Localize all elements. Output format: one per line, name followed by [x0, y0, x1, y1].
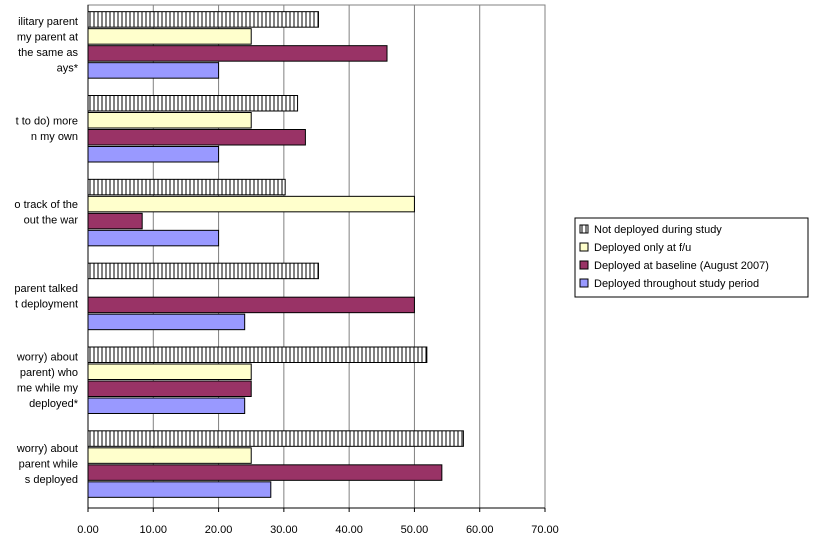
- legend-swatch: [579, 242, 589, 252]
- bar: [87, 195, 415, 213]
- category-label: me while my: [17, 382, 79, 394]
- legend-swatch: [579, 224, 589, 234]
- x-tick-labels: 0.00 10.00 20.00 30.00 40.00 50.00 60.00 70.00: [77, 524, 558, 536]
- bar: [87, 212, 143, 230]
- axes: [87, 4, 546, 512]
- category-label: worry) about: [16, 443, 78, 455]
- bar: [87, 481, 272, 498]
- gridlines: [152, 5, 481, 508]
- bar: [87, 178, 286, 196]
- x-tick-label: 30.00: [270, 524, 298, 536]
- bar: [87, 129, 306, 146]
- bar: [87, 28, 252, 45]
- category-label: worry) about: [16, 351, 78, 363]
- x-tick-label: 50.00: [401, 524, 429, 536]
- category-label: out the war: [24, 215, 79, 227]
- category-label: deployed*: [29, 398, 79, 410]
- bar: [87, 363, 252, 380]
- legend-label: Deployed throughout study period: [594, 278, 759, 290]
- category-label: ilitary parent: [18, 16, 78, 28]
- bar: [87, 430, 464, 447]
- bars: [87, 11, 464, 498]
- bar: [87, 229, 220, 247]
- category-label: my parent at: [17, 31, 78, 43]
- legend-label: Deployed only at f/u: [594, 242, 691, 254]
- bar: [87, 45, 388, 62]
- category-label: parent talked: [14, 283, 78, 295]
- x-tick-label: 60.00: [466, 524, 494, 536]
- category-labels: ilitary parent my parent at the same as ays…: [14, 16, 78, 486]
- x-tick-label: 10.00: [140, 524, 168, 536]
- legend-box: [574, 217, 809, 298]
- x-tick-label: 20.00: [205, 524, 233, 536]
- bar: [87, 11, 319, 28]
- bar: [87, 296, 415, 314]
- category-label: t to do) more: [16, 115, 78, 127]
- category-label: n my own: [31, 131, 78, 143]
- bar: [87, 397, 246, 414]
- bar: [87, 262, 319, 280]
- category-label: s deployed: [25, 474, 78, 486]
- bar: [87, 447, 252, 464]
- bar: [87, 62, 220, 79]
- legend-swatch: [579, 278, 589, 288]
- x-tick-label: 40.00: [335, 524, 363, 536]
- bar: [87, 380, 252, 397]
- category-label: parent while: [19, 458, 78, 470]
- bar: [87, 346, 428, 363]
- category-label: ays*: [57, 62, 79, 74]
- x-tick-label: 70.00: [531, 524, 559, 536]
- bar: [87, 146, 220, 163]
- category-label: t deployment: [15, 298, 78, 310]
- bar: [87, 112, 252, 129]
- legend-label: Not deployed during study: [594, 224, 722, 236]
- category-label: o track of the: [14, 199, 78, 211]
- legend-swatch: [579, 260, 589, 270]
- bar: [87, 464, 443, 481]
- legend-label: Deployed at baseline (August 2007): [594, 260, 769, 272]
- bar: [87, 95, 299, 112]
- bar: [87, 313, 246, 331]
- x-tick-label: 0.00: [77, 524, 98, 536]
- category-label: the same as: [18, 47, 78, 59]
- legend: Not deployed during study Deployed only a…: [574, 217, 809, 298]
- category-label: parent) who: [20, 367, 78, 379]
